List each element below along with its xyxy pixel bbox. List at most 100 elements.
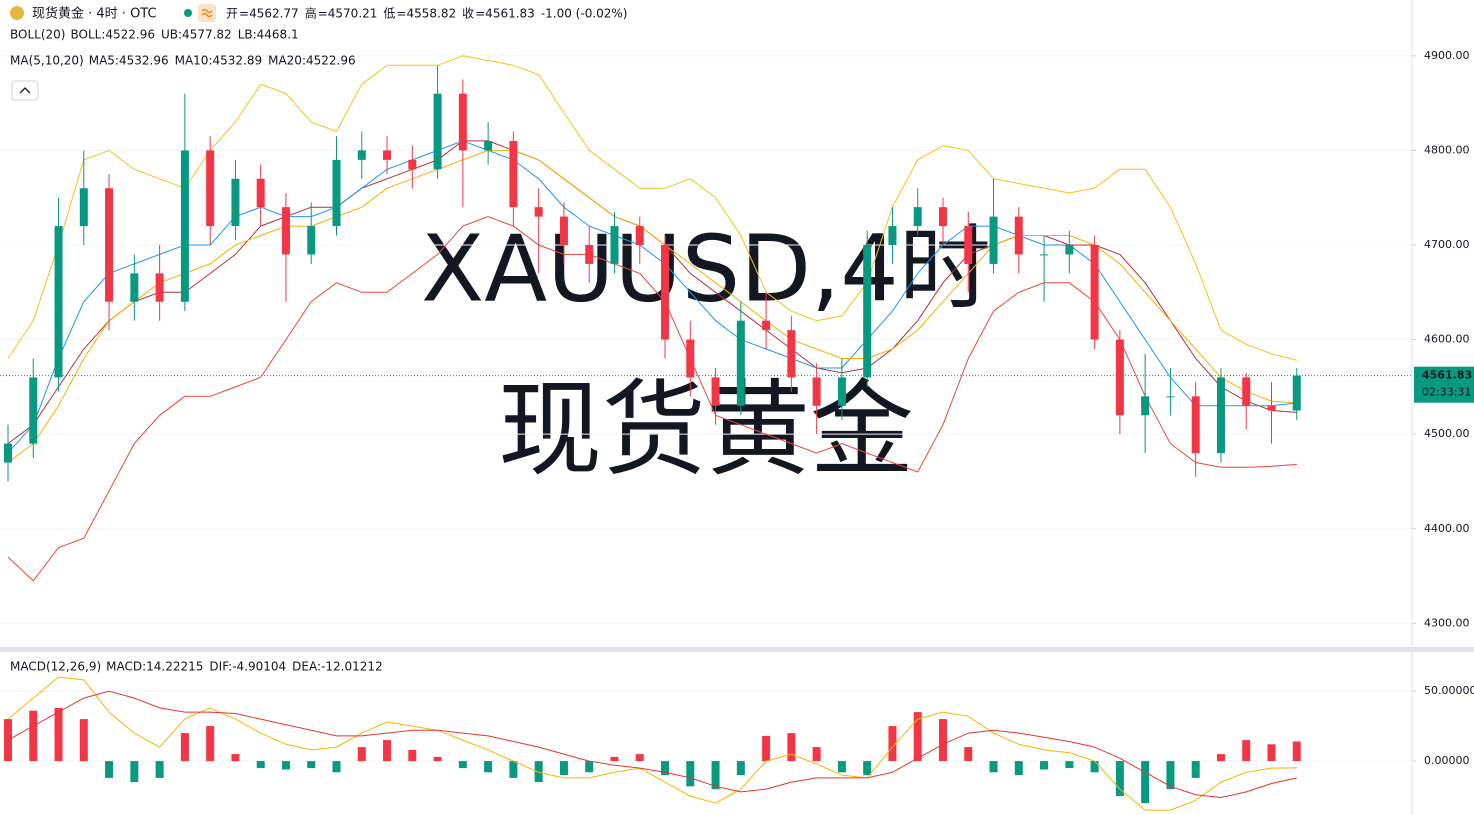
legend-item: MA20:4522.96 (268, 54, 356, 68)
marks (0, 55, 1412, 811)
macd-bar (610, 756, 619, 762)
y-tick-label: 4500.00 (1424, 427, 1470, 440)
macd-bar (130, 761, 139, 783)
candle-body (610, 226, 619, 264)
macd-bar (1216, 754, 1225, 762)
candle-body (458, 93, 467, 151)
collapse-button[interactable] (11, 80, 39, 101)
candle-body (585, 244, 594, 264)
legend-name: MA(5,10,20) (10, 54, 84, 68)
delay-badge (198, 4, 216, 22)
candle-body (332, 159, 341, 227)
macd-bar (458, 761, 467, 769)
macd-bar (54, 707, 63, 762)
macd-bar (1141, 761, 1150, 804)
candle-body (180, 150, 189, 302)
macd-bar (1090, 761, 1099, 773)
quote-label: 收 (462, 7, 474, 21)
macd-bar (1040, 761, 1049, 770)
legend-name: BOLL(20) (10, 28, 65, 42)
candle-body (812, 377, 821, 406)
legend-item: LB:4468.1 (238, 28, 299, 42)
candle-body (938, 207, 947, 227)
legend-item: DIF:-4.90104 (209, 660, 286, 674)
legend-item: UB:4577.82 (161, 28, 232, 42)
y-tick-label: 4600.00 (1424, 333, 1470, 346)
candle-body (509, 140, 518, 208)
delay-icon (201, 8, 213, 18)
macd-bar (1065, 761, 1074, 769)
macd-bar (913, 712, 922, 762)
candle-body (989, 216, 998, 264)
macd-bar (787, 733, 796, 762)
macd-bar (559, 761, 568, 776)
market-status (184, 9, 192, 17)
candle-body (231, 178, 240, 227)
macd-bar (155, 761, 164, 778)
candle-body (1216, 377, 1225, 454)
candle-body (206, 150, 215, 227)
macd-bar (1014, 761, 1023, 776)
candle-body (130, 273, 139, 302)
macd-bar (863, 761, 872, 776)
macd-bar (1267, 744, 1276, 762)
candle-body (1141, 396, 1150, 416)
candle-body (79, 188, 88, 227)
legend-item: MACD:14.22215 (106, 660, 203, 674)
legend-name: MACD(12,26,9) (10, 660, 101, 674)
watermark-text: 现货黄金 (498, 368, 914, 490)
macd-bar (736, 761, 745, 776)
candle-body (1115, 339, 1124, 416)
pane-separator (0, 647, 1474, 652)
macd-bar (1115, 761, 1124, 797)
y-tick-label: 4800.00 (1424, 143, 1470, 156)
macd-bar (686, 761, 695, 787)
indicator-line (7, 55, 1297, 361)
last-price-label: 4561.83 (1422, 369, 1472, 382)
macd-bar (256, 761, 265, 769)
quote-value: =4570.21 (318, 7, 378, 21)
candle-body (307, 226, 316, 255)
macd-bar (964, 747, 973, 762)
candle-body (534, 207, 543, 217)
macd-bar (938, 719, 947, 762)
candle-body (711, 377, 720, 406)
macd-bar (989, 761, 998, 773)
candle-body (837, 377, 846, 406)
candle-body (1267, 405, 1276, 411)
symbol-icon (10, 6, 24, 20)
indicator-line (7, 690, 1297, 799)
candle-body (29, 377, 38, 444)
macd-bar (888, 726, 897, 762)
macd-bar (1191, 761, 1200, 778)
quote-value: =4558.82 (396, 7, 456, 21)
candle-body (1242, 377, 1251, 406)
candle-body (686, 339, 695, 378)
candle-body (762, 320, 771, 331)
legend-item: BOLL:4522.96 (70, 28, 155, 42)
y-tick-label: 4900.00 (1424, 49, 1470, 62)
macd-bar (357, 747, 366, 762)
macd-bar (711, 761, 720, 790)
candle-body (888, 226, 897, 245)
candle-body (1065, 244, 1074, 255)
indicator-line (7, 216, 1297, 582)
macd-bar (1166, 761, 1175, 790)
indicator-line (7, 676, 1297, 811)
macd-bar (635, 754, 644, 762)
macd-bar (383, 740, 392, 762)
candle-body (4, 443, 12, 463)
last-price-box (1414, 366, 1474, 403)
candle-body (155, 273, 164, 302)
y-tick-label: 4400.00 (1424, 522, 1470, 535)
collapse-icon (19, 87, 31, 94)
candle-body (484, 140, 493, 151)
legend-item: MA5:4532.96 (89, 54, 169, 68)
grid (0, 55, 1416, 762)
candle-body (383, 150, 392, 160)
legend-item: DEA:-12.01212 (292, 660, 382, 674)
macd-bar (332, 761, 341, 773)
macd-bar (484, 761, 493, 773)
macd-bar (79, 719, 88, 762)
